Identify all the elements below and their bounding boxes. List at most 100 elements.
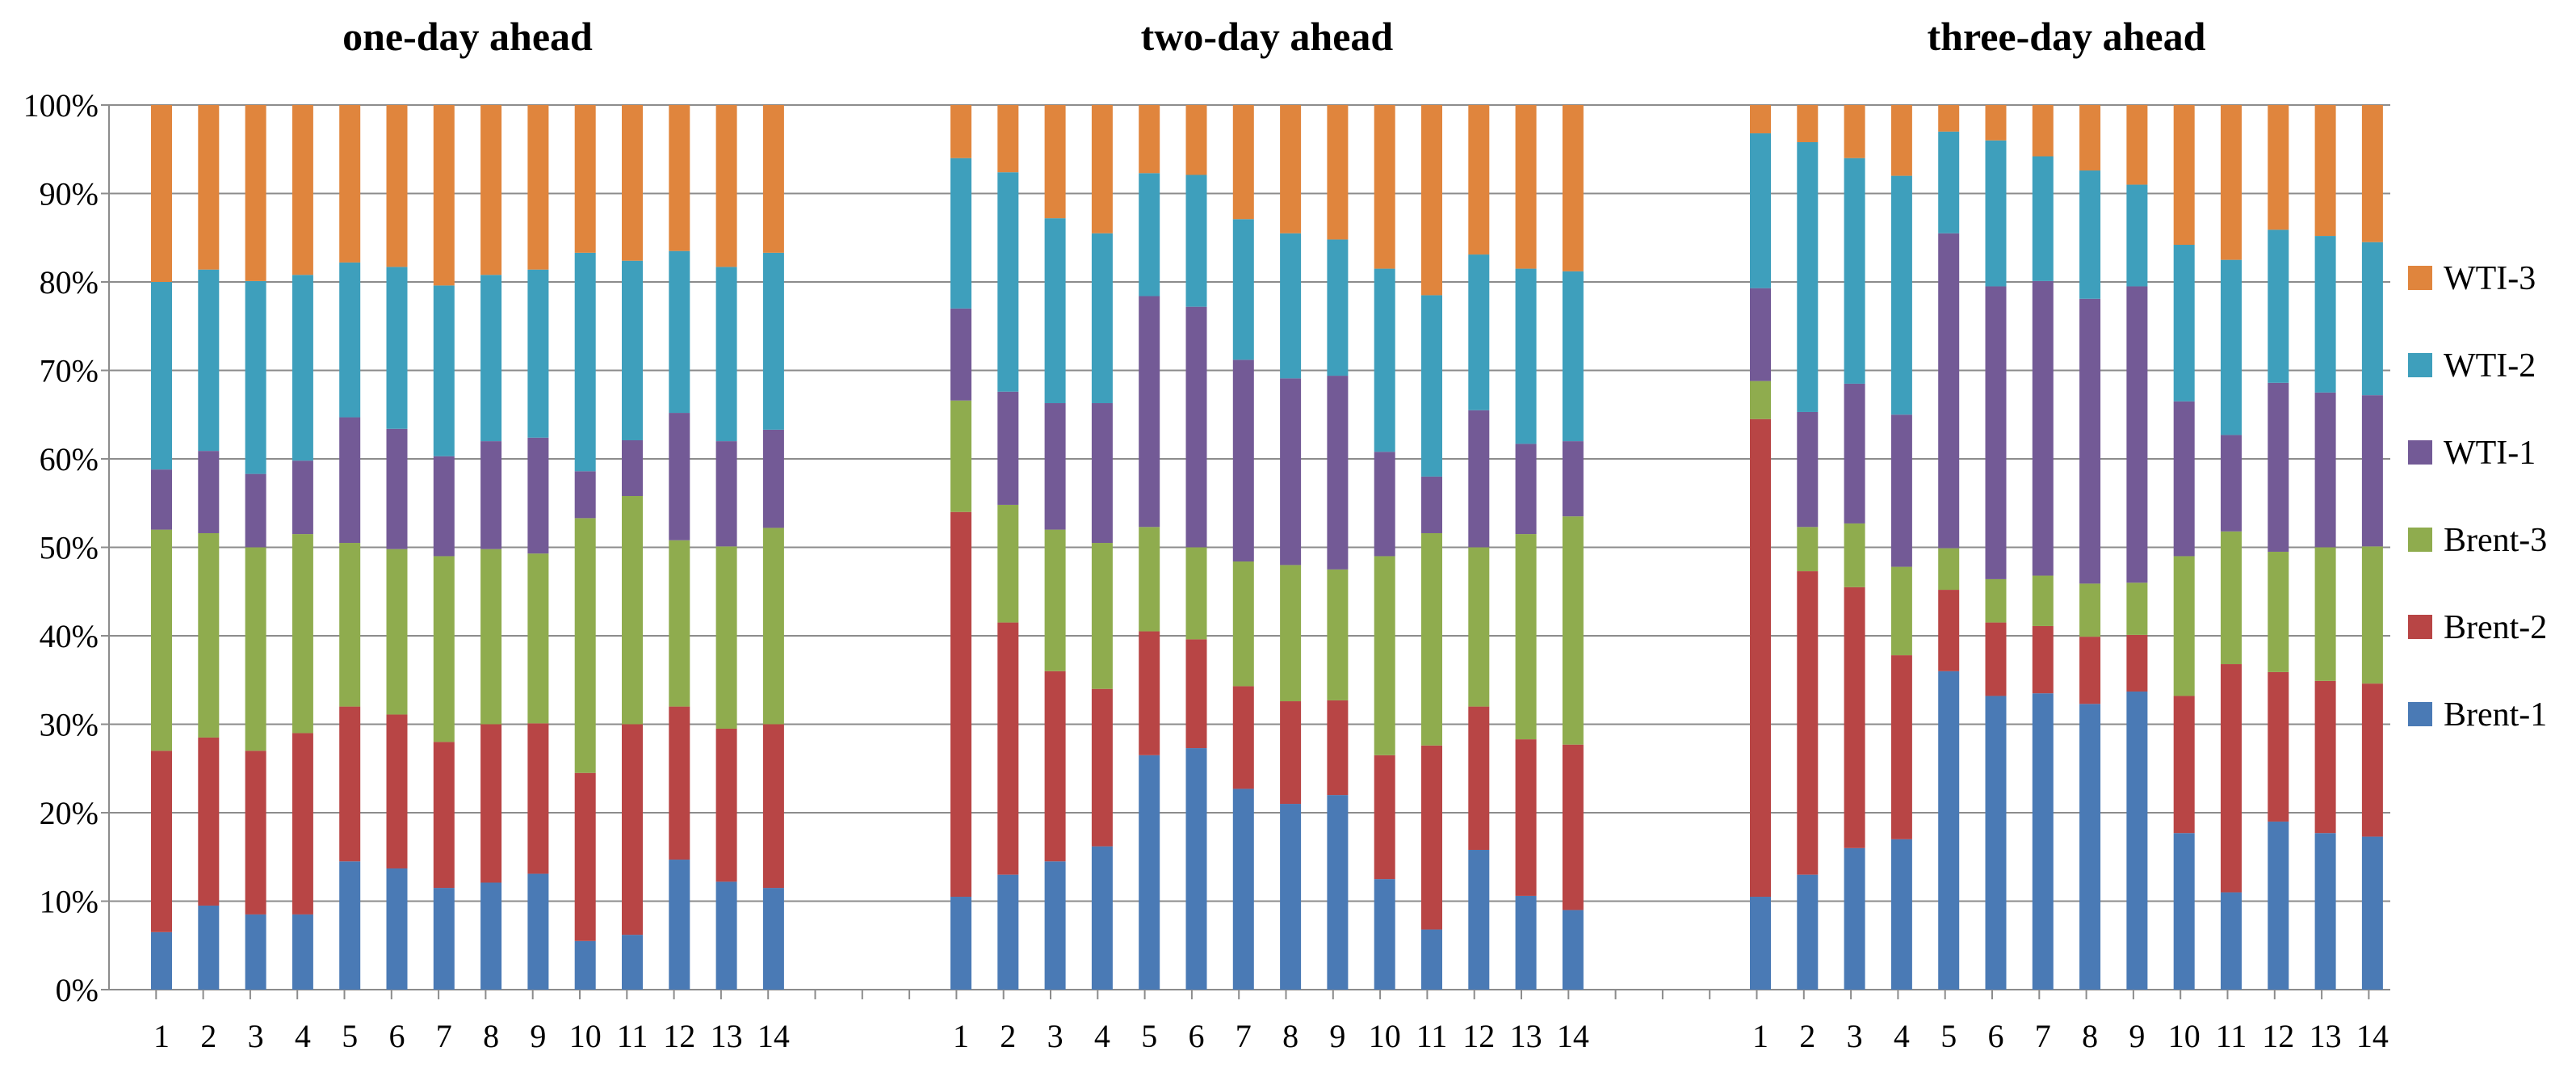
bar-segment-wti-3 (2361, 105, 2383, 242)
y-tick-label: 100% (23, 87, 99, 124)
bar-segment-wti-1 (2126, 286, 2148, 583)
bar-segment-brent-2 (1091, 688, 1113, 847)
x-tick-label: 5 (1141, 1018, 1157, 1054)
bar-segment-wti-1 (715, 441, 737, 547)
bar-segment-wti-3 (2314, 105, 2336, 237)
bar-segment-wti-3 (950, 105, 971, 158)
bar-segment-wti-3 (2126, 105, 2148, 185)
bar-segment-wti-1 (1280, 378, 1302, 566)
bar-segment-wti-1 (2032, 280, 2054, 576)
legend-swatch-brent-1 (2408, 702, 2432, 726)
bar-segment-wti-3 (1421, 105, 1442, 296)
bar-segment-wti-1 (1327, 376, 1349, 570)
bar-segment-brent-3 (386, 549, 408, 715)
bar-segment-wti-2 (1232, 219, 1254, 360)
bar-segment-wti-3 (622, 105, 643, 261)
bar-segment-brent-1 (1985, 696, 2007, 990)
bar-segment-wti-2 (1938, 131, 1960, 233)
bar-segment-wti-2 (2221, 259, 2242, 435)
bar-segment-brent-2 (198, 737, 220, 906)
legend-swatch-brent-3 (2408, 528, 2432, 552)
bar-segment-brent-3 (2268, 551, 2289, 672)
bar-segment-wti-3 (1515, 105, 1537, 269)
bar-segment-brent-1 (1185, 748, 1207, 990)
bar-segment-brent-2 (715, 728, 737, 882)
x-tick-label: 13 (1510, 1018, 1542, 1054)
x-tick-label: 6 (1189, 1018, 1205, 1054)
bar-segment-brent-1 (339, 861, 361, 990)
bar-segment-wti-2 (669, 250, 690, 414)
legend-swatch-wti-1 (2408, 440, 2432, 465)
bar-segment-brent-3 (1044, 529, 1066, 671)
x-tick-label: 4 (1894, 1018, 1910, 1054)
bar-segment-wti-2 (1139, 173, 1160, 296)
bar-segment-wti-3 (715, 105, 737, 267)
legend: WTI-3 WTI-2 WTI-1 Brent-3 Brent-2 Brent-1 (2408, 260, 2547, 734)
bar-segment-wti-3 (997, 105, 1019, 173)
bar-segment-brent-2 (2126, 634, 2148, 692)
bar-segment-brent-3 (433, 556, 455, 742)
bar-segment-wti-3 (198, 105, 220, 270)
bar-segment-wti-1 (950, 308, 971, 401)
bar-segment-wti-1 (1232, 360, 1254, 562)
bar-segment-brent-1 (1515, 895, 1537, 990)
bar-segment-brent-1 (997, 874, 1019, 990)
x-tick-label: 5 (342, 1018, 358, 1054)
bar-segment-brent-1 (715, 881, 737, 990)
bar-segment-brent-2 (480, 724, 502, 883)
bar-segment-wti-3 (669, 105, 690, 251)
bar-segment-wti-3 (1890, 105, 1912, 176)
bar-segment-wti-1 (1890, 414, 1912, 567)
bar-segment-brent-2 (1280, 701, 1302, 805)
y-tick-label: 50% (40, 530, 99, 566)
bar-segment-brent-2 (2361, 683, 2383, 837)
bar-segment-brent-1 (245, 914, 266, 990)
y-tick-label: 40% (40, 618, 99, 654)
x-tick-label: 2 (1000, 1018, 1016, 1054)
bar-segment-wti-1 (1374, 452, 1395, 557)
bar-segment-brent-3 (1468, 547, 1490, 707)
legend-label: Brent-3 (2444, 522, 2547, 559)
bar-segment-wti-1 (622, 440, 643, 496)
bar-segment-brent-1 (2173, 833, 2195, 990)
x-tick-label: 1 (1752, 1018, 1768, 1054)
bar-segment-wti-1 (1421, 476, 1442, 533)
bar-segment-wti-3 (1232, 105, 1254, 220)
bar-segment-wti-2 (622, 260, 643, 441)
bar-segment-brent-3 (151, 529, 172, 751)
bar-segment-wti-3 (1044, 105, 1066, 219)
bar-segment-wti-3 (1185, 105, 1207, 175)
x-tick-label: 7 (2035, 1018, 2051, 1054)
bar-segment-wti-3 (2173, 105, 2195, 246)
y-tick-label: 30% (40, 707, 99, 743)
bar-segment-wti-2 (1421, 295, 1442, 477)
bar-segment-brent-1 (574, 940, 596, 990)
bar-segment-brent-1 (1327, 795, 1349, 990)
bar-segment-brent-3 (1327, 569, 1349, 700)
legend-swatch-wti-2 (2408, 353, 2432, 377)
bar-segment-brent-2 (669, 706, 690, 860)
bar-segment-brent-1 (669, 860, 690, 990)
bar-segment-wti-3 (245, 105, 266, 281)
x-tick-label: 8 (1282, 1018, 1298, 1054)
bar-segment-brent-3 (1797, 527, 1819, 572)
bar-segment-brent-3 (2079, 583, 2101, 637)
x-tick-label: 11 (1416, 1018, 1448, 1054)
bar-segment-wti-3 (574, 105, 596, 253)
x-tick-label: 3 (248, 1018, 264, 1054)
bar-segment-brent-1 (1374, 879, 1395, 990)
bar-segment-wti-3 (1797, 105, 1819, 142)
bar-segment-brent-3 (1139, 527, 1160, 632)
bar-segment-wti-1 (527, 437, 549, 554)
bar-segment-wti-2 (1750, 133, 1771, 288)
bar-segment-wti-2 (339, 262, 361, 418)
x-tick-label: 1 (953, 1018, 969, 1054)
bar-segment-wti-1 (2221, 435, 2242, 532)
bar-segment-brent-3 (245, 547, 266, 751)
bar-segment-wti-1 (1515, 444, 1537, 535)
bar-segment-brent-3 (292, 534, 313, 734)
bar-segment-brent-3 (1374, 556, 1395, 755)
y-tick-label: 20% (40, 795, 99, 831)
legend-label: Brent-2 (2444, 609, 2547, 646)
x-tick-label: 12 (663, 1018, 695, 1054)
